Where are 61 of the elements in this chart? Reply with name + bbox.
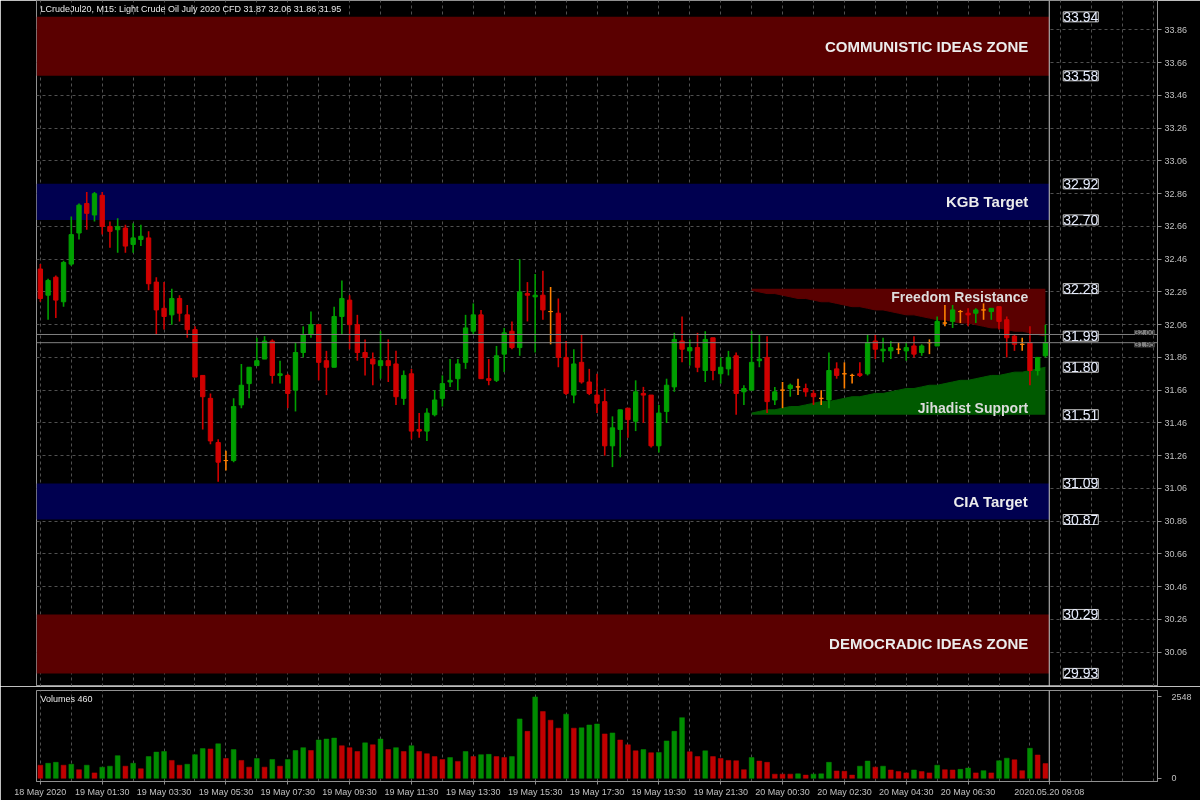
- annotation: 32.28: [1063, 280, 1099, 297]
- x-tick-label: 19 May 09:30: [322, 786, 377, 797]
- annotation: 31.51: [1063, 406, 1099, 423]
- y-tick-label: 33.26: [1164, 123, 1188, 134]
- y-tick-label: 2548: [1171, 691, 1192, 702]
- ref-line-label: 32.00: [1134, 328, 1156, 337]
- y-tick-label: 30.46: [1164, 581, 1188, 592]
- annotation: 33.94: [1063, 8, 1099, 25]
- x-tick-label: 20 May 06:30: [940, 786, 996, 797]
- y-tick-label: 31.86: [1164, 352, 1188, 363]
- x-tick-label: 20 May 00:30: [755, 786, 810, 797]
- annotation: 33.58: [1063, 67, 1099, 84]
- y-tick-label: 30.86: [1164, 516, 1188, 527]
- x-tick-label: 19 May 13:30: [446, 786, 501, 797]
- y-tick-label: 33.06: [1164, 155, 1188, 166]
- band-label: DEMOCRADIC IDEAS ZONE: [829, 635, 1029, 653]
- x-tick-label: 19 May 17:30: [569, 786, 625, 797]
- y-tick-label: 32.06: [1164, 319, 1188, 330]
- annotation: 31.80: [1063, 359, 1099, 376]
- x-tick-label: 19 May 19:30: [631, 786, 687, 797]
- annotation: 32.70: [1063, 211, 1099, 228]
- x-tick-label: 19 May 07:30: [260, 786, 316, 797]
- annotation: 31.09: [1063, 475, 1099, 492]
- y-tick-label: 33.46: [1164, 90, 1188, 101]
- band-label: COMMUNISTIC IDEAS ZONE: [824, 37, 1029, 55]
- y-tick-label: 31.26: [1164, 450, 1188, 461]
- text: 2020.05.20 09:08: [1014, 786, 1085, 797]
- y-tick-label: 32.26: [1164, 286, 1188, 297]
- y-tick-label: 31.06: [1164, 483, 1188, 494]
- series-label: Jihadist Support: [917, 399, 1029, 416]
- y-tick-label: 32.66: [1164, 221, 1188, 232]
- y-tick-label: 32.46: [1164, 254, 1188, 265]
- band-label: KGB Target: [946, 193, 1029, 211]
- x-tick-label: 19 May 11:30: [384, 786, 439, 797]
- ref-line-label: 31.95: [1134, 340, 1156, 350]
- annotation: 32.92: [1063, 175, 1099, 192]
- annotation: 29.93: [1063, 665, 1099, 682]
- chart-title: Volumes 460: [40, 693, 93, 704]
- y-tick-label: 30.66: [1164, 548, 1188, 559]
- series-label: Freedom Resistance: [891, 288, 1029, 305]
- x-tick-label: 19 May 21:30: [693, 786, 748, 797]
- annotation: 30.87: [1063, 511, 1099, 528]
- annotation: 30.29: [1063, 606, 1099, 623]
- y-tick-label: 0: [1171, 773, 1177, 784]
- y-tick-label: 32.86: [1164, 188, 1188, 199]
- x-tick-label: 19 May 05:30: [198, 786, 254, 797]
- band-label: CIA Target: [953, 492, 1028, 510]
- x-tick-label: 19 May 03:30: [136, 786, 192, 797]
- y-tick-label: 31.46: [1164, 417, 1188, 428]
- annotation: 31.99: [1063, 328, 1099, 345]
- x-tick-label: 20 May 02:30: [817, 786, 872, 797]
- y-tick-label: 31.66: [1164, 385, 1188, 396]
- y-tick-label: 30.06: [1164, 647, 1188, 658]
- y-tick-label: 30.26: [1164, 614, 1188, 625]
- chart-title: LCrudeJul20, M15: Light Crude Oil July 2020 CFD 31.87 32.06 31.86 31.95: [40, 3, 342, 14]
- y-tick-label: 33.86: [1164, 24, 1188, 35]
- x-tick-label: 18 May 2020: [14, 786, 67, 797]
- x-tick-label: 20 May 04:30: [878, 786, 934, 797]
- x-tick-label: 19 May 15:30: [507, 786, 563, 797]
- y-tick-label: 33.66: [1164, 57, 1188, 68]
- x-tick-label: 19 May 01:30: [74, 786, 130, 797]
